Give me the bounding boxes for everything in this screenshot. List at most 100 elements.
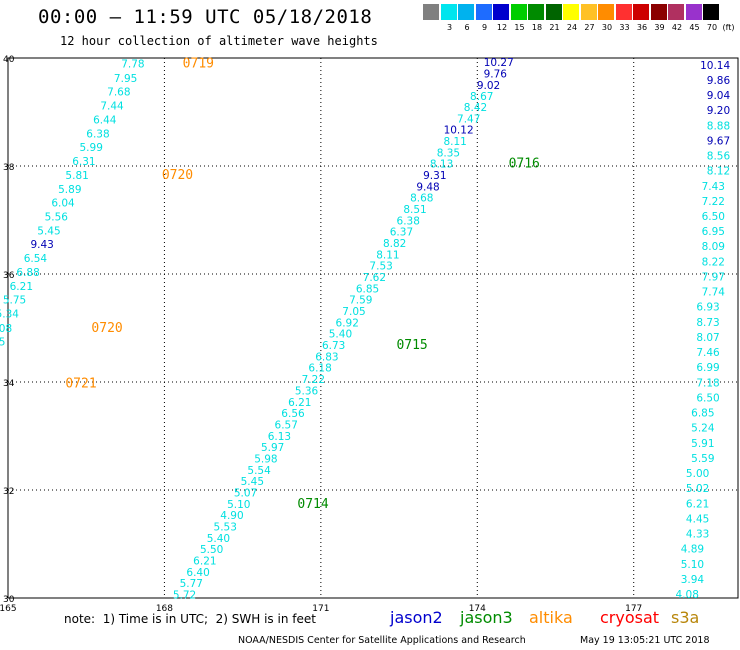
lat-tick-label: 40 — [3, 55, 15, 65]
pass-time-label: 0720 — [91, 321, 122, 336]
wave-height-value: 8.73 — [696, 317, 719, 329]
scale-label: 36 — [636, 23, 648, 32]
wave-height-value: 7.43 — [702, 181, 725, 193]
wave-height-value: 9.43 — [30, 239, 53, 251]
pass-time-label: 0715 — [396, 338, 427, 353]
scale-swatch — [563, 4, 579, 20]
scale-label: 42 — [671, 23, 683, 32]
scale-label: 33 — [619, 23, 630, 32]
scale-label: 6 — [464, 23, 470, 32]
wave-height-value: 5.77 — [180, 578, 203, 590]
scale-swatch — [685, 4, 702, 20]
scale-label: 39 — [654, 23, 665, 32]
wave-height-value: 7.59 — [349, 295, 372, 307]
wave-height-value: 7.74 — [702, 287, 726, 299]
wave-height-value: 9.31 — [423, 170, 446, 182]
legend-s3a: s3a — [671, 608, 700, 627]
wave-height-value: 6.21 — [686, 498, 709, 510]
wave-height-value: 5.50 — [200, 544, 223, 556]
wave-height-value: 4.89 — [681, 544, 704, 556]
wave-height-value: 6.50 — [696, 392, 719, 404]
wave-height-value: 5.05 — [0, 336, 5, 348]
pass-time-label: 0716 — [509, 157, 540, 172]
wave-height-value: 5.10 — [227, 499, 250, 511]
scale-label: 70 — [706, 23, 718, 32]
wave-height-value: 5.97 — [261, 442, 284, 454]
wave-height-value: 8.07 — [696, 332, 719, 344]
wave-height-value: 5.91 — [691, 438, 714, 450]
wave-height-value: 6.21 — [288, 397, 311, 409]
wave-height-value: 7.62 — [363, 272, 386, 284]
scale-label: 9 — [481, 23, 488, 32]
wave-height-value: 8.35 — [437, 147, 460, 159]
scale-swatch — [510, 4, 527, 20]
pass-time-label: 0721 — [65, 376, 96, 391]
scale-label: 21 — [549, 23, 560, 32]
scale-swatch — [615, 4, 632, 20]
scale-label: 15 — [514, 23, 525, 32]
scale-swatch — [475, 4, 492, 20]
lat-tick-label: 34 — [3, 379, 15, 389]
wave-height-value: 7.22 — [302, 374, 325, 386]
wave-height-value: 5.40 — [329, 329, 352, 341]
wave-height-value: 8.88 — [707, 120, 730, 132]
wave-height-value: 9.67 — [707, 135, 730, 147]
lon-tick-label: 168 — [156, 604, 173, 614]
wave-height-value: 7.05 — [342, 306, 365, 318]
wave-height-value: 7.68 — [107, 86, 130, 98]
wave-height-value: 5.75 — [3, 295, 26, 307]
wave-height-value: 7.97 — [702, 271, 725, 283]
wave-height-value: 8.09 — [702, 241, 725, 253]
wave-height-value: 6.83 — [315, 351, 338, 363]
scale-label: 18 — [531, 23, 543, 32]
scale-swatch — [668, 4, 684, 20]
lat-tick-label: 36 — [3, 271, 15, 281]
wave-height-value: 5.08 — [0, 323, 12, 335]
wave-height-value: 4.45 — [686, 513, 709, 525]
scale-swatch — [633, 4, 649, 20]
legend-cryosat: cryosat — [600, 608, 660, 627]
wave-height-value: 9.20 — [707, 105, 730, 117]
wave-height-value: 6.73 — [322, 340, 345, 352]
wave-height-value: 6.99 — [696, 362, 719, 374]
wave-height-value: 4.90 — [220, 510, 243, 522]
wave-height-value: 6.95 — [702, 226, 725, 238]
wave-height-value: 5.34 — [0, 309, 19, 321]
wave-height-value: 4.08 — [676, 589, 699, 601]
scale-swatch — [528, 4, 544, 20]
wave-height-value: 7.44 — [100, 100, 124, 112]
scale-swatch — [703, 4, 719, 20]
wave-height-value: 6.31 — [72, 156, 95, 168]
wave-height-value: 6.85 — [356, 283, 379, 295]
scale-unit: (ft) — [722, 23, 735, 32]
lon-tick-label: 165 — [0, 604, 17, 614]
wave-height-value: 10.27 — [484, 57, 514, 69]
pass-time-label: 0719 — [183, 57, 214, 72]
wave-height-value: 9.76 — [484, 68, 508, 80]
wave-height-value: 5.59 — [691, 453, 714, 465]
pass-time-label: 0720 — [162, 168, 193, 183]
scale-swatch — [458, 4, 474, 20]
lon-tick-label: 174 — [469, 604, 486, 614]
wave-height-value: 5.45 — [37, 226, 60, 238]
wave-height-value: 5.36 — [295, 385, 319, 397]
lat-tick-label: 32 — [3, 487, 14, 497]
wave-height-value: 7.47 — [457, 113, 480, 125]
wave-height-value: 6.21 — [10, 281, 33, 293]
wave-height-value: 5.72 — [173, 590, 196, 602]
wave-height-value: 7.22 — [702, 196, 725, 208]
scale-label: 45 — [689, 23, 700, 32]
wave-height-value: 5.53 — [214, 522, 237, 534]
map-frame — [7, 57, 739, 599]
wave-height-value: 5.07 — [234, 487, 257, 499]
map-title: 00:00 – 11:59 UTC 05/18/2018 — [38, 6, 373, 28]
lon-tick-label: 171 — [312, 604, 329, 614]
wave-height-value: 6.56 — [281, 408, 305, 420]
wave-height-value: 6.54 — [24, 253, 48, 265]
wave-height-value: 6.92 — [336, 317, 359, 329]
wave-height-value: 8.56 — [707, 151, 731, 163]
wave-height-value: 7.18 — [696, 377, 719, 389]
scale-label: 12 — [496, 23, 508, 32]
wave-height-value: 6.50 — [702, 211, 725, 223]
